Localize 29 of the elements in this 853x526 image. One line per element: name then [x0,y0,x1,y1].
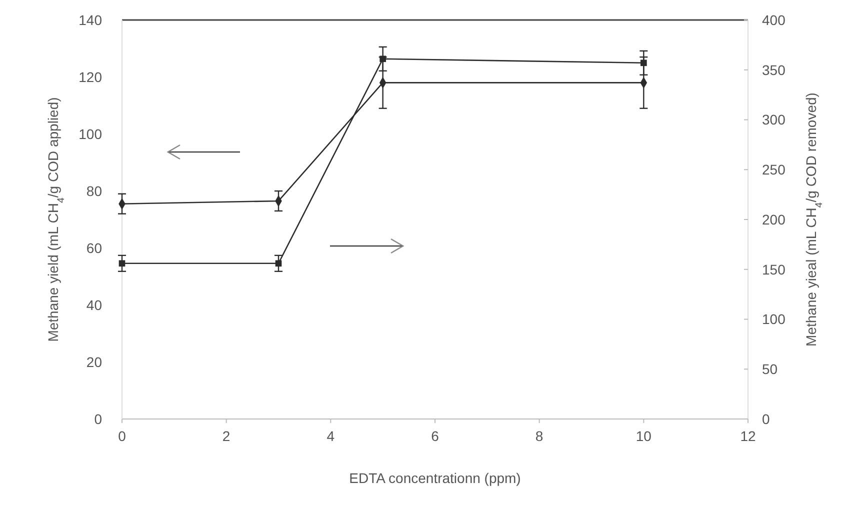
y-tick-label: 140 [78,12,102,28]
point [118,260,126,267]
y-tick-label: 40 [86,296,102,313]
y-tick-label: 80 [86,182,102,199]
x-axis-title: EDTA concentrationn (ppm) [349,470,521,486]
x-tick-label: 2 [222,428,230,444]
point [640,60,647,66]
y2-tick-label: 0 [762,410,770,427]
y2-tick-label: 400 [762,12,786,28]
y2-tick-label: 350 [762,62,786,78]
x-tick-label: 6 [431,428,440,444]
y-tick-label: 60 [86,240,102,256]
y2-tick-label: 100 [762,311,786,328]
point [380,56,386,62]
y-tick-label: 20 [86,354,102,370]
y-tick-label: 0 [94,410,102,427]
x-tick-label: 0 [118,428,126,444]
y-tick-label: 120 [78,68,102,85]
x-tick-label: 10 [636,428,652,444]
y2-tick-label: 200 [762,211,786,228]
y2-tick-label: 150 [762,261,786,278]
x-tick-label: 8 [535,428,544,444]
y2-tick-label: 250 [762,162,786,178]
x-tick-label: 12 [740,428,756,444]
y-tick-label: 100 [78,126,102,142]
x-tick-label: 4 [326,428,335,444]
y2-tick-label: 300 [762,112,786,128]
point [275,260,282,267]
y2-tick-label: 50 [762,361,778,378]
